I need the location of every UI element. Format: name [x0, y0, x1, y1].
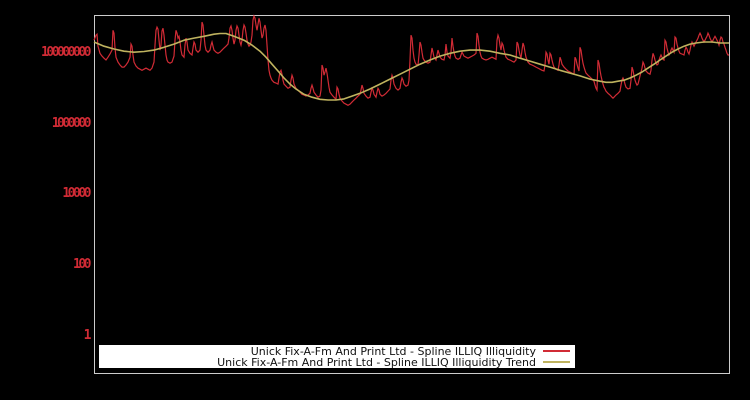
legend-box: Unick Fix-A-Fm And Print Ltd - Spline IL… — [99, 345, 575, 368]
legend-entry: Unick Fix-A-Fm And Print Ltd - Spline IL… — [99, 346, 575, 357]
legend-line-sample-illiquidity — [543, 350, 570, 352]
illiquidity-series-line — [93, 14, 729, 106]
legend-label-illiquidity: Unick Fix-A-Fm And Print Ltd - Spline IL… — [250, 344, 536, 358]
legend-label-trend: Unick Fix-A-Fm And Print Ltd - Spline IL… — [217, 355, 536, 369]
trend-series-line — [93, 32, 729, 101]
y-axis-tick-label: 100 — [73, 257, 91, 273]
legend-line-sample-trend — [543, 361, 570, 363]
plot-border — [94, 15, 730, 374]
y-axis-tick-label: 100000000 — [41, 44, 91, 60]
y-axis-tick-label: 1000000 — [51, 115, 92, 131]
y-axis-tick-label: 10000 — [62, 186, 91, 202]
legend-entry: Unick Fix-A-Fm And Print Ltd - Spline IL… — [99, 357, 575, 368]
y-axis-tick-label: 1 — [83, 327, 92, 343]
